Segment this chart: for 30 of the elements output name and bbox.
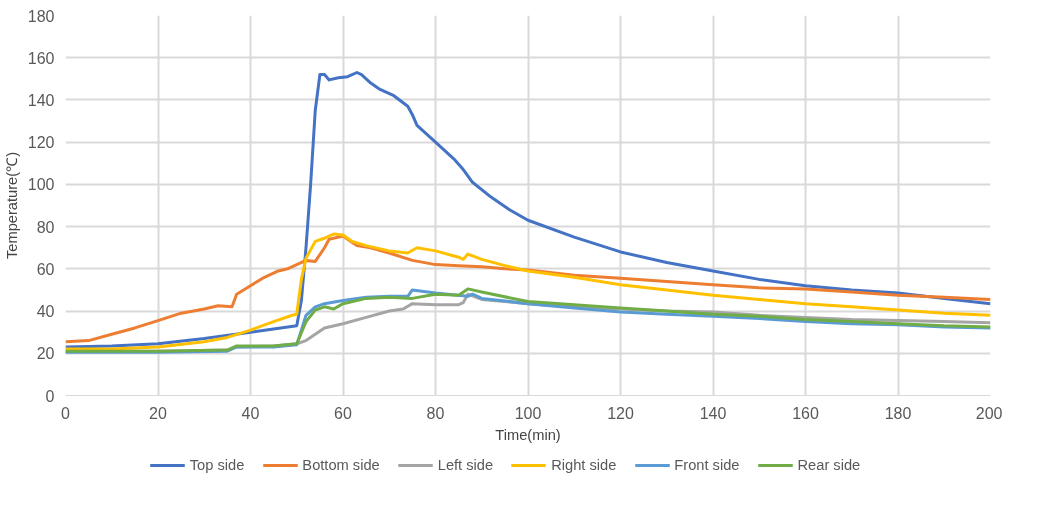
x-tick-label: 120	[607, 404, 634, 422]
y-tick-label: 120	[27, 134, 55, 152]
legend-label: Bottom side	[302, 457, 380, 473]
y-tick-label: 140	[27, 91, 55, 109]
legend-label: Right side	[551, 457, 617, 473]
y-tick-label: 0	[45, 387, 55, 405]
x-axis-title: Time(min)	[495, 426, 561, 443]
y-tick-label: 100	[27, 176, 55, 194]
legend-label: Top side	[189, 457, 245, 473]
line-series	[65, 71, 991, 349]
x-tick-label: 80	[426, 404, 445, 422]
x-tick-label: 20	[149, 404, 167, 422]
x-tick-label: 100	[514, 404, 542, 422]
y-tick-label: 60	[36, 260, 55, 278]
x-tick-label: 160	[792, 404, 819, 422]
y-tick-label: 20	[36, 345, 55, 363]
legend-label: Rear side	[797, 457, 861, 473]
x-tick-label: 40	[241, 404, 260, 422]
x-tick-label: 0	[61, 404, 71, 422]
legend-label: Left side	[437, 457, 494, 473]
y-tick-label: 80	[36, 218, 55, 236]
y-tick-label: 40	[36, 303, 55, 321]
x-tick-label: 180	[884, 404, 912, 422]
x-tick-label: 60	[334, 404, 352, 422]
y-tick-label: 160	[27, 49, 55, 67]
y-tick-label: 180	[27, 7, 55, 25]
x-tick-label: 200	[975, 404, 1003, 422]
y-axis-title: Temperature(℃)	[3, 151, 20, 260]
x-tick-label: 140	[699, 404, 727, 422]
legend-label: Front side	[674, 457, 740, 473]
